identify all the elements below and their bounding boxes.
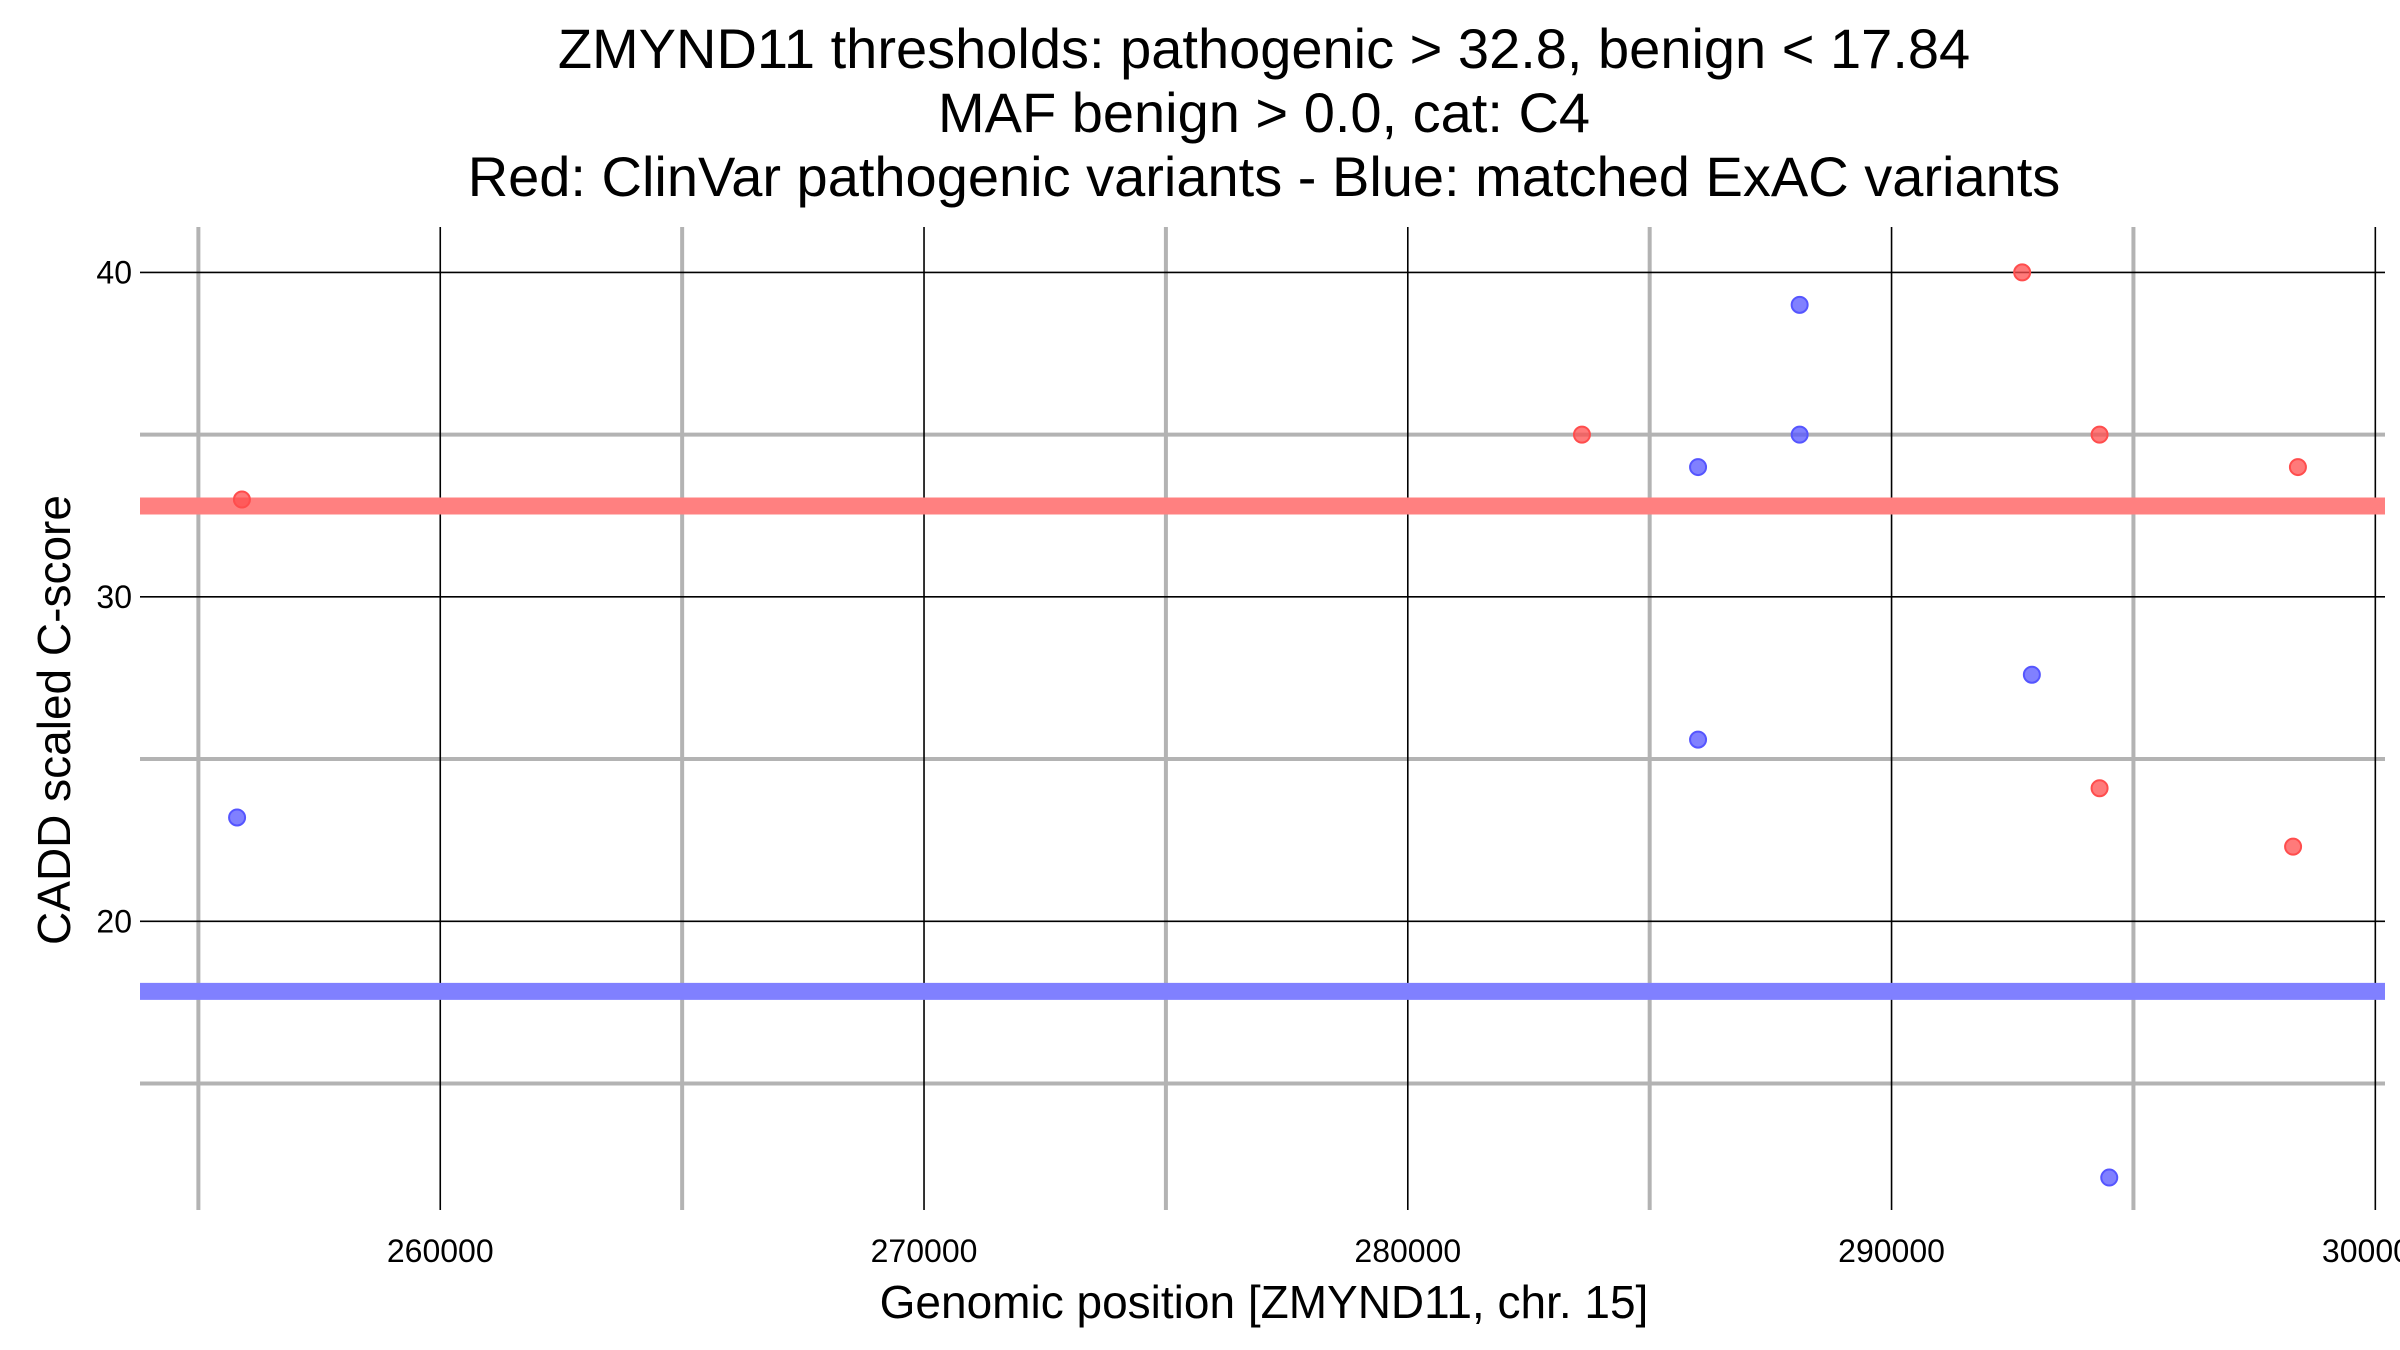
clinvar-point: [2288, 458, 2307, 477]
y-axis-ticks: 20 30 40: [96, 254, 132, 939]
clinvar-point: [232, 490, 251, 509]
clinvar-point: [2013, 263, 2032, 282]
x-tick-label: 280000: [1354, 1233, 1461, 1269]
y-tick-label: 20: [96, 903, 132, 939]
exac-point: [1790, 295, 1809, 314]
clinvar-point: [2090, 779, 2109, 798]
exac-point: [1790, 425, 1809, 444]
title-line: ZMYND11 thresholds: pathogenic > 32.8, b…: [558, 17, 1970, 80]
clinvar-point: [2284, 837, 2303, 856]
chart-title: ZMYND11 thresholds: pathogenic > 32.8, b…: [468, 17, 2061, 208]
y-axis-label: CADD scaled C-score: [28, 495, 80, 945]
exac-point: [1689, 730, 1708, 749]
x-axis-ticks: 260000 270000 280000 290000 300000: [387, 1233, 2400, 1269]
exac-point: [2100, 1168, 2119, 1187]
data-points: [228, 263, 2307, 1187]
x-tick-label: 270000: [871, 1233, 978, 1269]
exac-point: [228, 808, 247, 827]
x-tick-label: 260000: [387, 1233, 494, 1269]
clinvar-point: [2090, 425, 2109, 444]
x-axis-label: Genomic position [ZMYND11, chr. 15]: [880, 1276, 1649, 1328]
major-gridlines: [140, 227, 2385, 1210]
x-tick-label: 290000: [1838, 1233, 1945, 1269]
clinvar-point: [1572, 425, 1591, 444]
title-line: Red: ClinVar pathogenic variants - Blue:…: [468, 145, 2061, 208]
minor-gridlines: [140, 227, 2385, 1210]
x-tick-label: 300000: [2322, 1233, 2400, 1269]
exac-point: [1689, 458, 1708, 477]
y-tick-label: 40: [96, 254, 132, 290]
title-line: MAF benign > 0.0, cat: C4: [938, 81, 1590, 144]
exac-point: [2022, 665, 2041, 684]
threshold-lines: [140, 497, 2385, 1000]
y-tick-label: 30: [96, 579, 132, 615]
